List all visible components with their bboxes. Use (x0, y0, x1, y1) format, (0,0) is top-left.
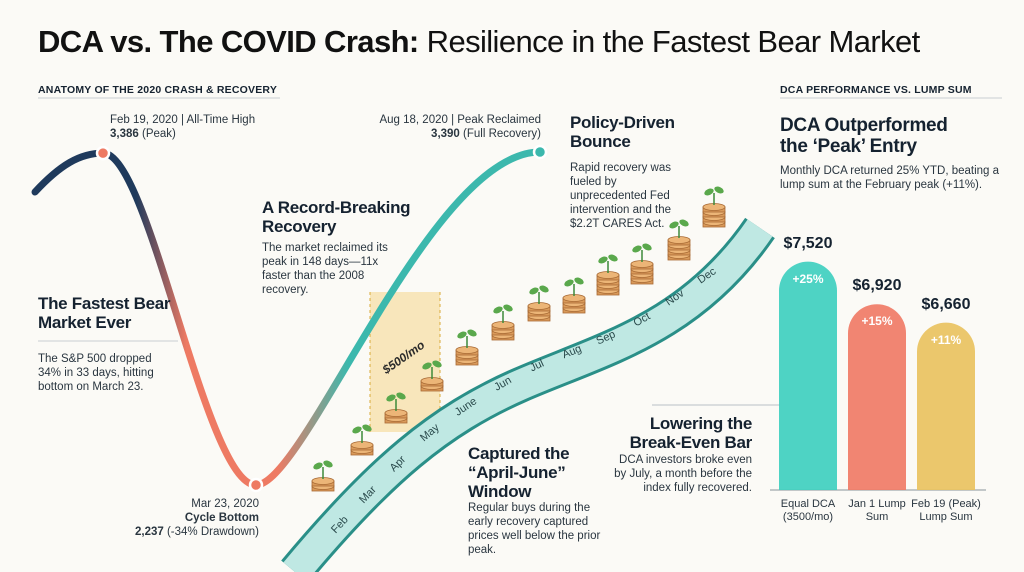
title-bold: DCA vs. The COVID Crash: (38, 24, 419, 59)
sprout-leaf (362, 424, 372, 432)
callout-heading: A Record-Breaking Recovery (262, 198, 411, 236)
sprout-leaf (642, 243, 652, 251)
title-rest: Resilience in the Fastest Bear Market (426, 24, 921, 59)
month-label: Jul (528, 358, 546, 375)
sprout-leaf (598, 256, 608, 264)
sprout-leaf (539, 285, 549, 293)
callout-body: The S&P 500 dropped 34% in 33 days, hitt… (38, 353, 154, 393)
callout-body: Regular buys during the early recovery c… (468, 502, 601, 556)
bar-return: +15% (861, 314, 893, 329)
sprout-leaf (432, 360, 442, 368)
bar (917, 322, 975, 490)
bar-category: Equal DCA (3500/mo) (780, 498, 836, 523)
bar-return: +25% (792, 271, 824, 286)
bar-category: Feb 19 (Peak) Lump Sum (911, 498, 981, 523)
point-note: (-34% Drawdown) (166, 526, 259, 538)
point-marker (95, 145, 111, 161)
sprout-leaf (352, 426, 362, 434)
callout-body: The market reclaimed its peak in 148 day… (262, 242, 388, 296)
sprout-leaf (529, 287, 539, 295)
sprout-leaf (467, 329, 477, 337)
callout-heading: The Fastest Bear Market Ever (38, 294, 171, 332)
point-value: 2,237 (134, 526, 164, 538)
bar-value: $6,920 (852, 277, 902, 295)
point-note: (Full Recovery) (463, 128, 541, 140)
bar (779, 261, 837, 490)
sprout-leaf (313, 462, 323, 470)
point-note: (Peak) (141, 128, 176, 140)
point-date: Mar 23, 2020 (191, 498, 259, 510)
bar (848, 304, 906, 490)
sprout-leaf (323, 460, 333, 468)
point-value: 3,386 (110, 128, 139, 140)
point-marker (248, 477, 264, 493)
sprout-leaf (503, 304, 513, 312)
sprout-leaf (457, 331, 467, 339)
sprout-leaf (632, 245, 642, 253)
sprout-leaf (422, 362, 432, 370)
callout-heading: Lowering the Break-Even Bar (629, 414, 753, 452)
section-heading: DCA PERFORMANCE VS. LUMP SUM (780, 84, 972, 96)
point-title: Cycle Bottom (184, 512, 259, 524)
callout-heading: Captured the “April-June” Window (468, 444, 570, 501)
sprout-leaf (669, 221, 679, 229)
ribbon (283, 219, 773, 572)
sprout-leaf (564, 279, 574, 287)
sprout-leaf (679, 219, 689, 227)
bar-value: $6,660 (921, 295, 971, 313)
window-highlight (370, 292, 440, 432)
peak-label: Feb 19, 2020 | All-Time High 3,386 (Peak… (110, 113, 255, 141)
bar-return: +11% (930, 332, 962, 347)
sprout-leaf (704, 188, 714, 196)
callout-body: DCA investors broke even by July, a mont… (614, 454, 752, 494)
callout-heading: Policy-Driven Bounce (570, 113, 675, 151)
sprout-leaf (714, 186, 724, 194)
bar-value: $7,520 (783, 234, 833, 252)
callout-body: Monthly DCA returned 25% YTD, beating a … (780, 165, 1000, 191)
title: DCA vs. The COVID Crash: Resilience in t… (38, 24, 920, 60)
bar-category: Jan 1 Lump Sum (848, 498, 906, 523)
section-heading: ANATOMY OF THE 2020 CRASH & RECOVERY (38, 84, 278, 96)
point-marker (532, 144, 548, 160)
sprout-leaf (493, 306, 503, 314)
sprout-leaf (396, 392, 406, 400)
sprout-leaf (386, 394, 396, 402)
point-date: Aug 18, 2020 | Peak Reclaimed (379, 114, 541, 126)
bottom-label: Mar 23, 2020 Cycle Bottom 2,237 (-34% Dr… (120, 497, 259, 539)
sprout-leaf (574, 277, 584, 285)
callout-heading: DCA Outperformed the ‘Peak’ Entry (780, 115, 948, 157)
recovery-label: Aug 18, 2020 | Peak Reclaimed 3,390 (Ful… (360, 113, 541, 141)
callout-body: Rapid recovery was fueled by unprecedent… (570, 162, 672, 230)
sprout-leaf (608, 254, 618, 262)
point-value: 3,390 (431, 128, 460, 140)
point-date: Feb 19, 2020 | All-Time High (110, 114, 256, 126)
